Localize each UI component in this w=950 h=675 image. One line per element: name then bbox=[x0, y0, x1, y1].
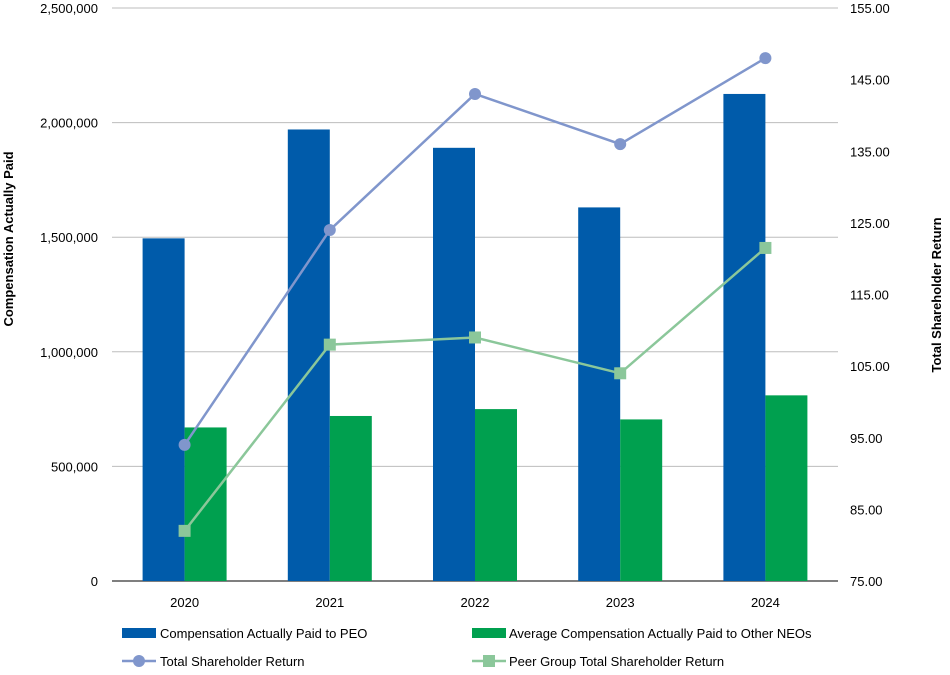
bar-peo bbox=[433, 147, 475, 581]
x-tick-label: 2022 bbox=[461, 595, 490, 610]
left-tick-label: 1,000,000 bbox=[40, 345, 98, 360]
right-tick-label: 125.00 bbox=[850, 216, 890, 231]
bar-neo bbox=[475, 409, 517, 581]
left-tick-label: 2,000,000 bbox=[40, 116, 98, 131]
legend-label-neo: Average Compensation Actually Paid to Ot… bbox=[509, 626, 812, 641]
legend-marker-tsr bbox=[133, 655, 145, 667]
right-axis-ticks: 75.00 85.00 95.00 105.00 115.00 125.00 135.00 1… bbox=[850, 1, 890, 589]
x-tick-label: 2023 bbox=[606, 595, 635, 610]
legend-swatch-neo bbox=[472, 628, 506, 638]
legend: Compensation Actually Paid to PEO Averag… bbox=[122, 626, 812, 669]
legend-marker-peer bbox=[483, 655, 495, 667]
x-axis-ticks: 2020 2021 2022 2023 2024 bbox=[170, 595, 780, 610]
right-tick-label: 105.00 bbox=[850, 359, 890, 374]
left-tick-label: 2,500,000 bbox=[40, 1, 98, 16]
left-tick-label: 1,500,000 bbox=[40, 230, 98, 245]
lines-group bbox=[178, 52, 772, 537]
legend-label-tsr: Total Shareholder Return bbox=[160, 654, 305, 669]
bar-peo bbox=[287, 129, 330, 581]
right-tick-label: 115.00 bbox=[850, 288, 889, 303]
bar-neo bbox=[620, 419, 663, 581]
bars-group bbox=[142, 93, 808, 582]
point-tsr bbox=[469, 87, 481, 100]
left-tick-label: 0 bbox=[91, 574, 98, 589]
right-tick-label: 85.00 bbox=[850, 502, 883, 517]
left-tick-label: 500,000 bbox=[51, 459, 98, 474]
bar-peo bbox=[723, 93, 766, 581]
x-tick-label: 2021 bbox=[315, 595, 344, 610]
point-tsr bbox=[759, 52, 772, 65]
point-tsr bbox=[178, 438, 191, 451]
legend-swatch-peo bbox=[122, 628, 156, 638]
point-peer bbox=[469, 331, 481, 344]
right-tick-label: 95.00 bbox=[850, 431, 883, 446]
left-axis-ticks: 0 500,000 1,000,000 1,500,000 2,000,000 2,500… bbox=[40, 1, 98, 589]
point-peer bbox=[178, 524, 191, 537]
bar-neo bbox=[329, 415, 372, 581]
x-tick-label: 2024 bbox=[751, 595, 780, 610]
bar-peo bbox=[578, 207, 621, 582]
right-tick-label: 145.00 bbox=[850, 73, 890, 88]
right-tick-label: 135.00 bbox=[850, 144, 890, 159]
right-tick-label: 75.00 bbox=[850, 574, 883, 589]
point-tsr bbox=[614, 138, 627, 151]
point-peer bbox=[759, 241, 772, 254]
left-axis-title: Compensation Actually Paid bbox=[1, 151, 16, 326]
right-tick-label: 155.00 bbox=[850, 1, 890, 16]
point-tsr bbox=[323, 224, 336, 237]
x-tick-label: 2020 bbox=[170, 595, 199, 610]
legend-label-peo: Compensation Actually Paid to PEO bbox=[160, 626, 367, 641]
point-peer bbox=[614, 367, 627, 380]
bar-neo bbox=[765, 395, 808, 581]
right-axis-title: Total Shareholder Return bbox=[929, 217, 944, 372]
bar-peo bbox=[142, 238, 185, 581]
legend-label-peer: Peer Group Total Shareholder Return bbox=[509, 654, 724, 669]
point-peer bbox=[323, 338, 336, 351]
line-tsr bbox=[183, 57, 767, 446]
